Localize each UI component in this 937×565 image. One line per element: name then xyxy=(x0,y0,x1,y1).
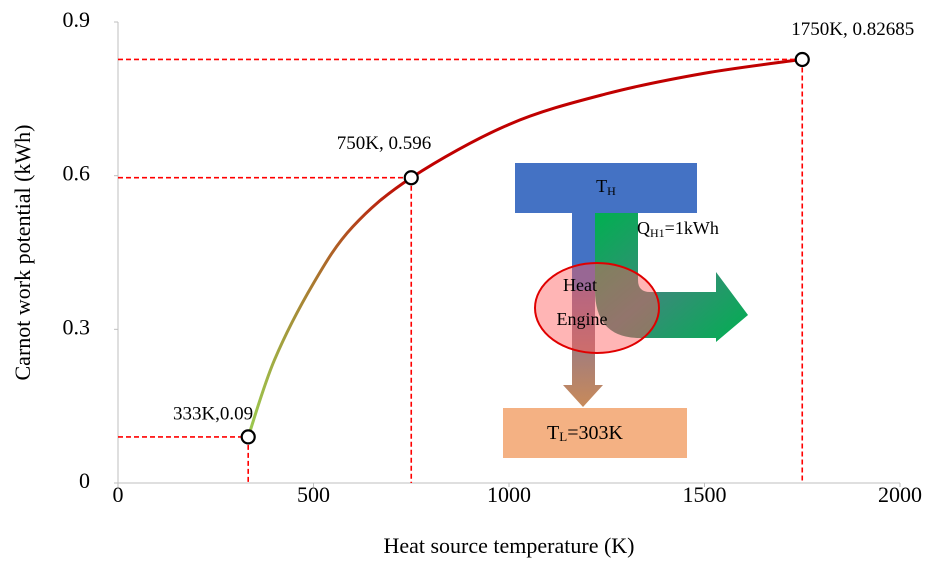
heat-engine-diagram: TH QH1=1kWh Heat Engine TL=303K xyxy=(503,163,748,458)
y-tick-label: 0.3 xyxy=(63,314,91,339)
cold-main: T xyxy=(547,422,559,444)
chart: 00.30.60.90500100015002000Heat source te… xyxy=(0,0,937,565)
highlight-marker xyxy=(242,430,255,443)
y-tick-label: 0.6 xyxy=(63,161,91,186)
heat-in-rest: =1kWh xyxy=(665,218,719,238)
x-axis-title: Heat source temperature (K) xyxy=(383,533,634,558)
heat-in-sub: H1 xyxy=(650,226,665,240)
y-tick-label: 0 xyxy=(79,468,90,493)
cold-sub: L xyxy=(559,429,567,444)
highlight-label: 750K, 0.596 xyxy=(337,133,431,154)
y-axis-title: Carnot work potential (kWh) xyxy=(10,125,35,381)
engine-ellipse xyxy=(535,263,659,353)
heat-in-label: QH1=1kWh xyxy=(637,218,719,240)
series-line xyxy=(248,59,802,437)
cold-rest: =303K xyxy=(567,422,623,444)
highlight-label: 333K,0.09 xyxy=(173,403,253,424)
highlight-label: 1750K, 0.82685 xyxy=(791,19,914,40)
cold-label: TL=303K xyxy=(547,422,623,444)
engine-label: Engine xyxy=(557,309,608,329)
hot-main: T xyxy=(596,176,607,196)
heat-in-main: Q xyxy=(637,218,650,238)
engine-label: Heat xyxy=(563,275,597,295)
y-tick-label: 0.9 xyxy=(63,7,91,32)
highlight-marker xyxy=(405,171,418,184)
highlight-marker xyxy=(796,53,809,66)
hot-sub: H xyxy=(607,184,616,198)
